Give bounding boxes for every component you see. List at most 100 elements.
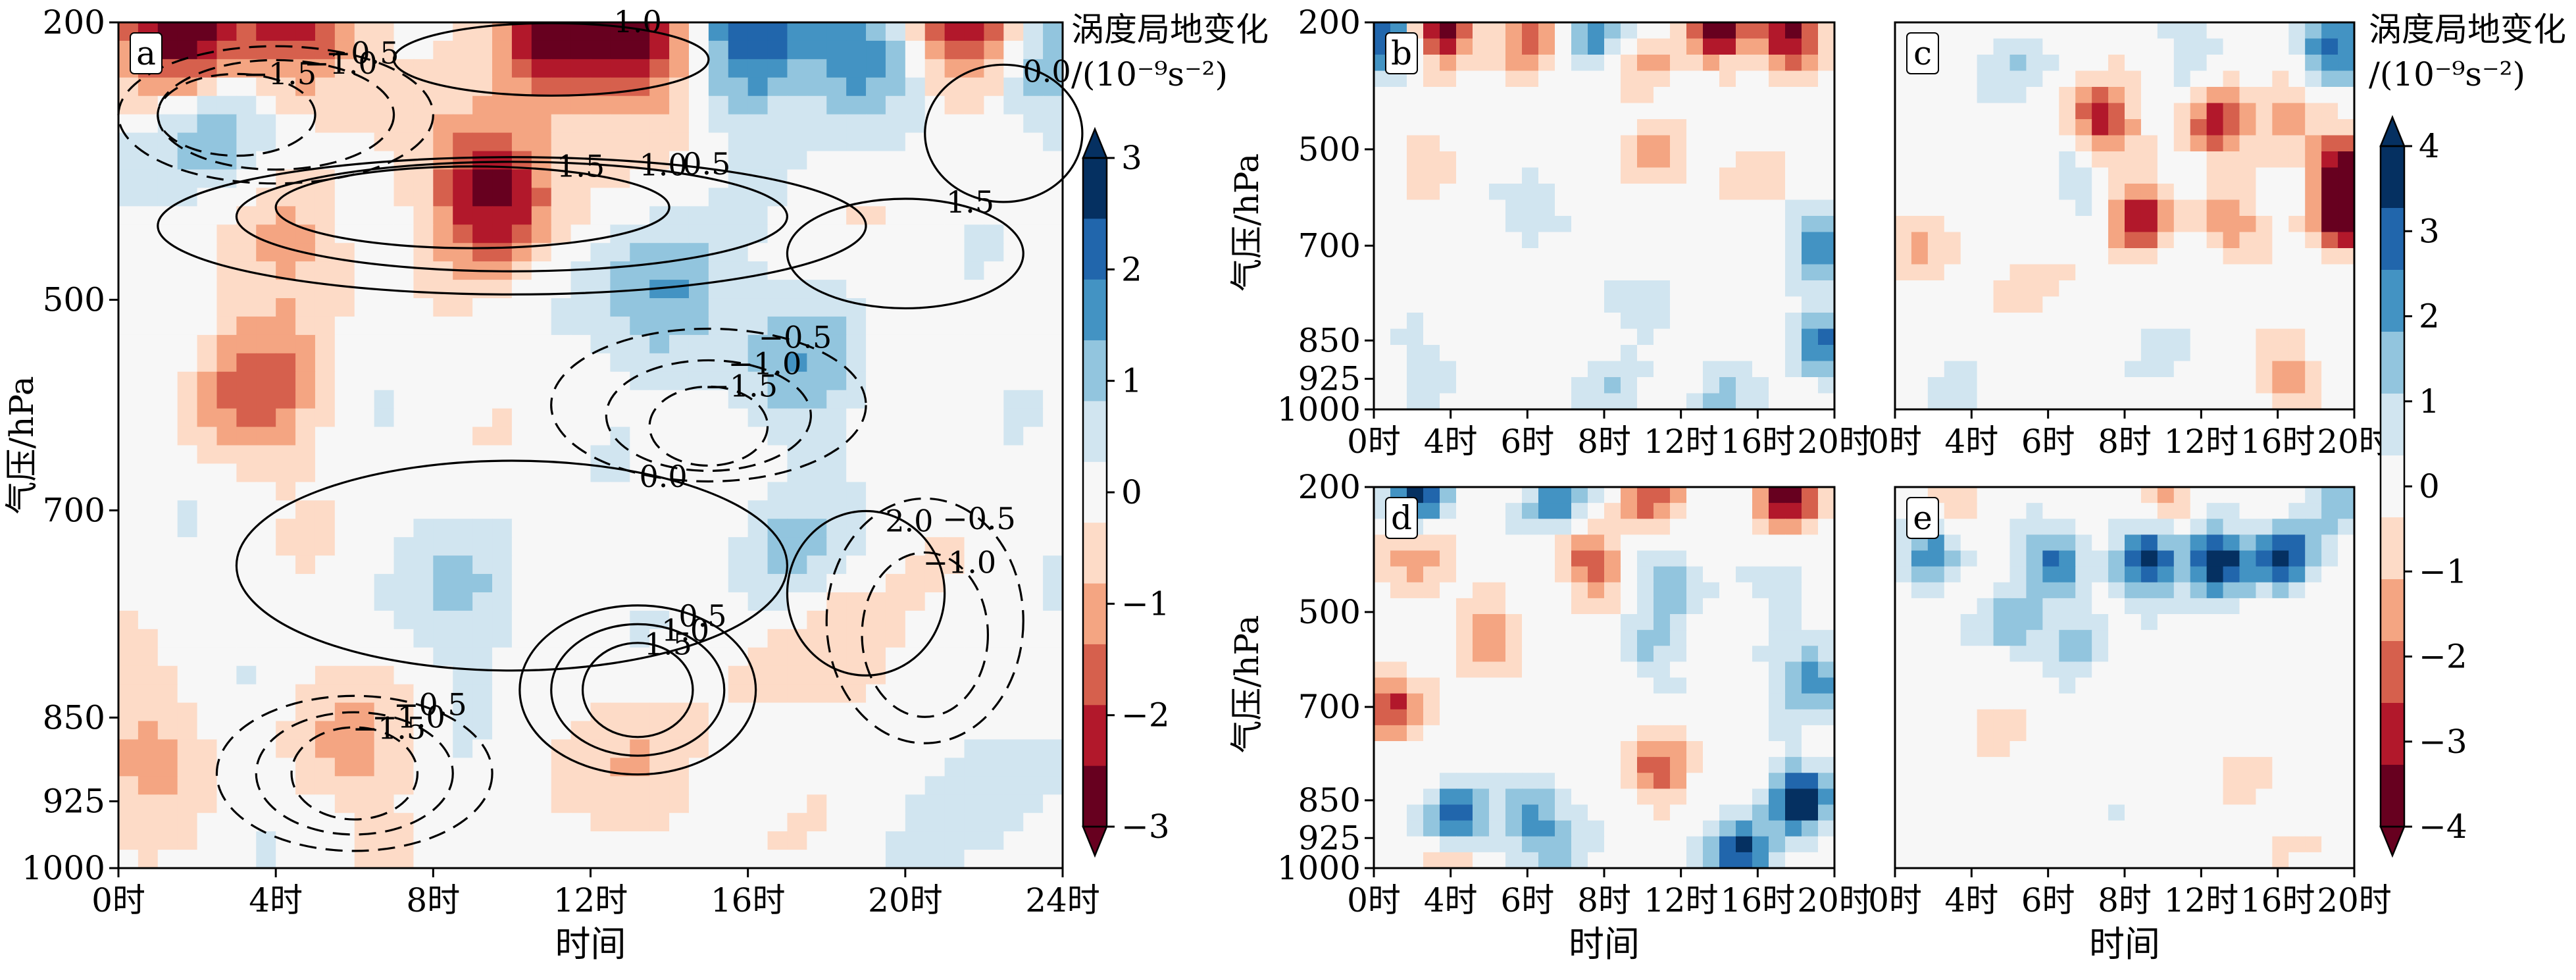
field-cell	[708, 59, 729, 78]
field-cell	[2288, 582, 2306, 599]
field-cell	[1489, 566, 1506, 583]
field-cell	[1473, 614, 1490, 631]
field-cell	[1818, 725, 1835, 742]
field-cell	[453, 169, 473, 189]
field-cell	[2108, 534, 2125, 552]
field-cell	[649, 794, 670, 813]
field-cell	[295, 702, 316, 722]
field-cell	[1752, 534, 1769, 552]
field-cell	[1927, 87, 1945, 104]
field-cell	[1802, 151, 1819, 168]
field-cell	[590, 95, 611, 115]
field-cell	[2042, 709, 2060, 726]
field-cell	[1719, 248, 1736, 265]
field-cell	[787, 95, 808, 115]
field-cell	[807, 371, 828, 391]
field-cell	[1977, 232, 1994, 249]
field-cell	[1604, 757, 1621, 774]
field-cell	[472, 610, 493, 630]
field-cell	[2140, 503, 2158, 520]
field-cell	[2140, 661, 2158, 679]
field-cell	[2256, 503, 2273, 520]
field-cell	[728, 22, 749, 41]
field-cell	[2009, 630, 2027, 647]
field-cell	[118, 500, 139, 520]
field-cell	[944, 592, 965, 611]
field-cell	[177, 592, 198, 611]
field-cell	[2206, 741, 2224, 758]
field-cell	[688, 813, 709, 832]
field-cell	[2108, 248, 2125, 265]
field-cell	[1719, 393, 1736, 410]
field-cell	[492, 702, 513, 722]
field-cell	[1604, 693, 1621, 710]
field-cell	[767, 426, 788, 446]
field-cell	[551, 298, 572, 317]
field-cell	[1752, 119, 1769, 136]
field-cell	[216, 850, 238, 869]
panel-a: 0.00.51.01.5−0.5−1.0−1.5−0.5−1.0−1.5−0.5…	[3, 3, 1100, 965]
field-cell	[1390, 280, 1407, 297]
field-cell	[610, 206, 631, 226]
field-cell	[551, 390, 572, 409]
field-cell	[2157, 345, 2175, 362]
field-cell	[315, 702, 336, 722]
field-cell	[1555, 22, 1572, 39]
field-cell	[1944, 70, 1961, 88]
field-cell	[846, 261, 867, 280]
field-cell	[905, 22, 926, 41]
field-cell	[1390, 361, 1407, 378]
field-cell	[1911, 566, 1929, 583]
field-cell	[1637, 232, 1654, 249]
field-cell	[1003, 500, 1024, 520]
field-cell	[453, 206, 473, 226]
x-tick-label: 12时	[2164, 423, 2239, 461]
field-cell	[118, 555, 139, 575]
field-cell	[138, 721, 159, 740]
field-cell	[1604, 709, 1621, 726]
field-cell	[1802, 264, 1819, 281]
field-cell	[354, 206, 375, 226]
field-cell	[1802, 677, 1819, 694]
field-cell	[1911, 87, 1929, 104]
field-cell	[728, 850, 749, 869]
field-cell	[1993, 661, 2011, 679]
field-cell	[2305, 361, 2322, 378]
field-cell	[610, 482, 631, 502]
field-cell	[1769, 661, 1786, 679]
field-cell	[216, 610, 238, 630]
field-cell	[728, 371, 749, 391]
field-cell	[2026, 519, 2044, 536]
field-cell	[1489, 693, 1506, 710]
field-cell	[276, 353, 296, 373]
field-cell	[1686, 725, 1704, 742]
field-cell	[2026, 103, 2044, 120]
field-cell	[1489, 614, 1506, 631]
field-cell	[1785, 566, 1802, 583]
field-cell	[964, 371, 985, 391]
field-cell	[2190, 614, 2208, 631]
field-cell	[1538, 151, 1555, 168]
field-cell	[2288, 22, 2306, 39]
field-cell	[492, 206, 513, 226]
field-cell	[1911, 741, 1929, 758]
field-cell	[866, 188, 886, 207]
field-cell	[2026, 264, 2044, 281]
field-cell	[688, 850, 709, 869]
field-cell	[2272, 103, 2290, 120]
field-cell	[551, 684, 572, 704]
field-cell	[1571, 119, 1588, 136]
field-cell	[826, 334, 847, 354]
field-cell	[2206, 70, 2224, 88]
field-cell	[1895, 264, 1912, 281]
field-cell	[787, 592, 808, 611]
field-cell	[2305, 709, 2322, 726]
field-cell	[1456, 313, 1473, 330]
field-cell	[1538, 313, 1555, 330]
field-cell	[924, 243, 946, 262]
field-cell	[787, 59, 808, 78]
field-cell	[728, 77, 749, 97]
field-cell	[1960, 103, 1978, 120]
field-cell	[1818, 296, 1835, 313]
field-cell	[2157, 296, 2175, 313]
